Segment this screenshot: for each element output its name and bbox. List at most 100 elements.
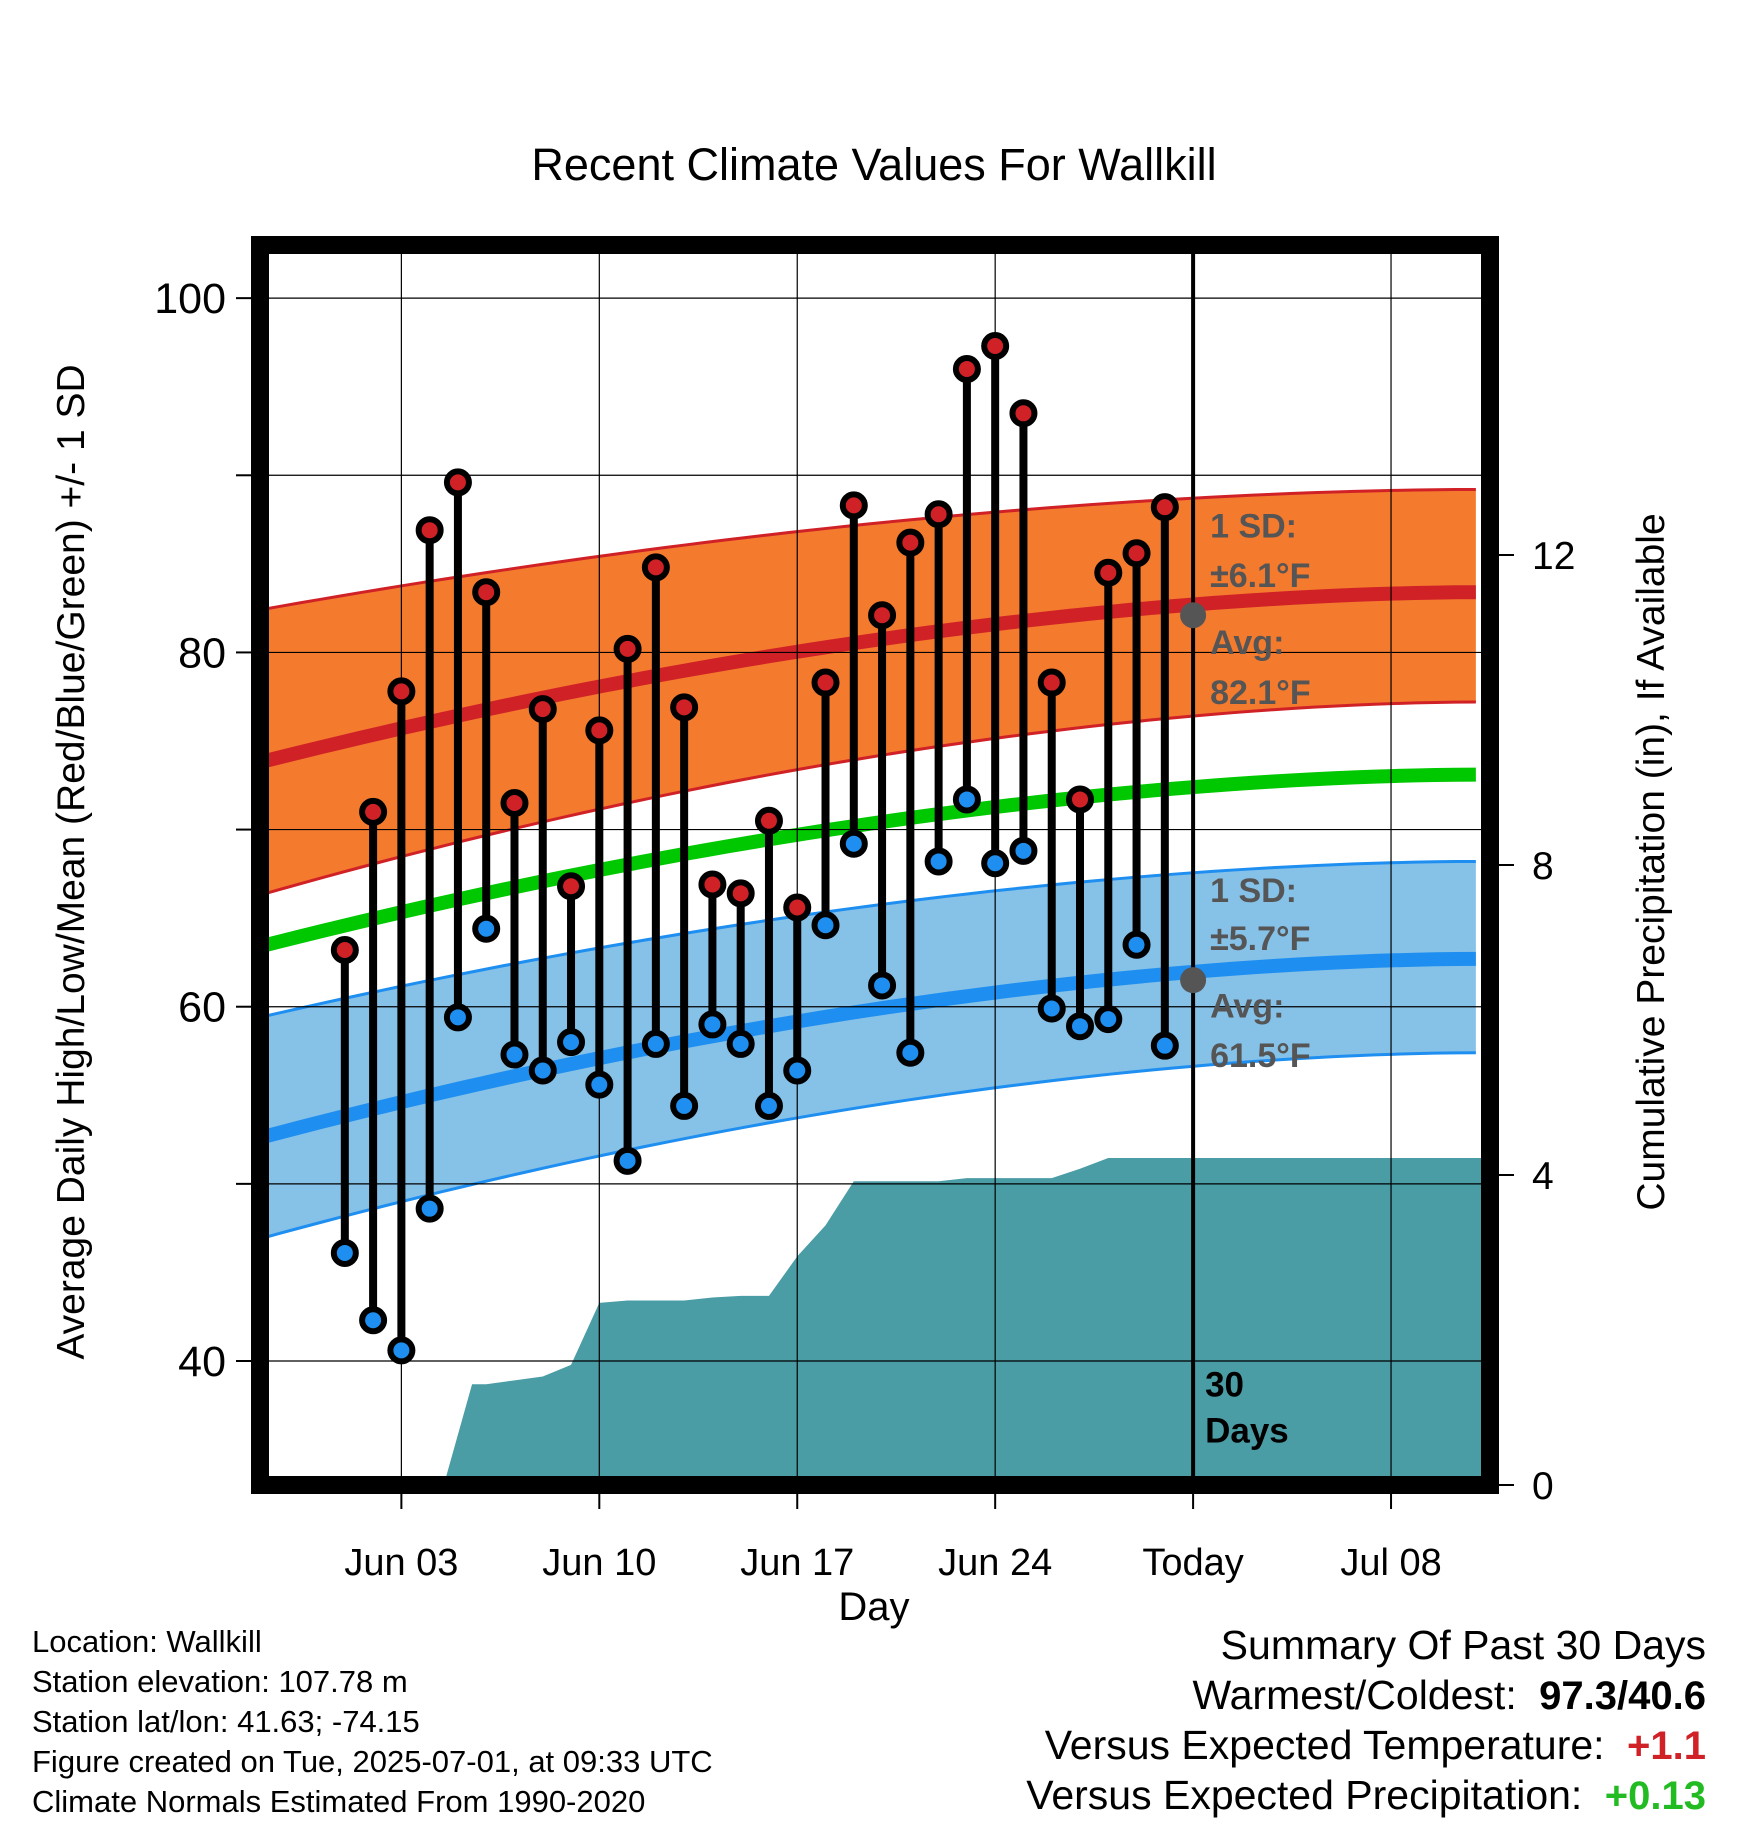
daily-low-point: [1122, 930, 1151, 959]
high-avg-label: Avg:: [1210, 624, 1284, 662]
plot-inner: [260, 245, 1490, 1485]
plot-frame: [251, 236, 1499, 1494]
daily-low-point: [811, 911, 840, 940]
daily-high-point: [641, 553, 670, 582]
normal-low-line: [260, 951, 1476, 1145]
daily-high-point: [783, 893, 812, 922]
daily-low-point: [1150, 1031, 1179, 1060]
daily-low-point: [585, 1070, 614, 1099]
normal-mean-line: [260, 767, 1476, 954]
daily-low-point: [500, 1040, 529, 1069]
y2-tick-label: 12: [1532, 535, 1575, 578]
latlon-text: Station lat/lon: 41.63; -74.15: [32, 1704, 420, 1739]
x-tick-label: Jun 24: [938, 1542, 1052, 1584]
daily-low-point: [1037, 994, 1066, 1023]
daily-high-point: [613, 634, 642, 663]
daily-high-point: [896, 528, 925, 557]
high-avg-marker: [1180, 602, 1207, 629]
daily-high-point: [754, 806, 783, 835]
temp-anomaly-label: Versus Expected Temperature:: [1044, 1722, 1605, 1768]
precip-anomaly-label: Versus Expected Precipitation:: [1026, 1772, 1583, 1818]
daily-low-point: [839, 829, 868, 858]
x-tick-label: Jul 08: [1340, 1542, 1441, 1584]
daily-low-point: [330, 1238, 359, 1267]
plot-area: 1 SD: ±6.1°F Avg: 82.1°F 1 SD: ±5.7°F Avg: 61.5…: [154, 236, 1575, 1584]
daily-high-point: [500, 789, 529, 817]
daily-high-point: [415, 516, 444, 545]
days-window-label: Days: [1205, 1411, 1289, 1450]
daily-high-point: [443, 468, 472, 497]
daily-low-point: [472, 914, 501, 943]
warm-cold-label: Warmest/Coldest:: [1192, 1672, 1517, 1718]
daily-high-point: [585, 716, 614, 745]
daily-high-point: [839, 491, 868, 520]
daily-high-point: [924, 500, 953, 529]
normals-text: Climate Normals Estimated From 1990-2020: [32, 1784, 646, 1819]
daily-low-point: [443, 1003, 472, 1032]
high-sd-label: 1 SD:: [1210, 507, 1297, 545]
summary-panel: Summary Of Past 30 Days Warmest/Coldest:…: [1026, 1620, 1706, 1820]
y-tick-label: 40: [178, 1338, 226, 1386]
precip-anomaly-value: +0.13: [1604, 1774, 1706, 1818]
daily-high-point: [981, 331, 1010, 360]
x-tick-label: Today: [1142, 1542, 1243, 1584]
daily-high-point: [952, 355, 981, 383]
high-sd-lower-edge: [260, 700, 1476, 897]
daily-high-point: [528, 695, 557, 724]
daily-low-point: [754, 1091, 783, 1120]
high-sd-value: ±6.1°F: [1210, 557, 1310, 595]
y2-axis-label: Cumulative Precipitation (in), If Availa…: [1630, 513, 1673, 1210]
daily-high-point: [670, 693, 699, 722]
daily-high-point: [387, 677, 416, 706]
daily-low-point: [896, 1038, 925, 1067]
daily-low-point: [359, 1306, 388, 1335]
y2-tick-label: 8: [1532, 845, 1554, 888]
days-window-label: 30: [1205, 1365, 1244, 1404]
y2-tick-label: 0: [1532, 1465, 1554, 1508]
low-sd-upper-edge: [260, 859, 1476, 1019]
y-axis-label: Average Daily High/Low/Mean (Red/Blue/Gr…: [50, 364, 93, 1359]
high-avg-value: 82.1°F: [1210, 674, 1311, 712]
daily-low-point: [952, 785, 981, 814]
daily-low-point: [557, 1028, 586, 1057]
created-text: Figure created on Tue, 2025-07-01, at 09…: [32, 1744, 713, 1779]
daily-high-point: [1122, 539, 1151, 568]
low-avg-label: Avg:: [1210, 987, 1284, 1025]
low-sd-value: ±5.7°F: [1210, 920, 1310, 958]
low-avg-value: 61.5°F: [1210, 1037, 1311, 1075]
low-sd-label: 1 SD:: [1210, 872, 1297, 910]
x-tick-label: Jun 17: [740, 1542, 854, 1584]
daily-low-point: [528, 1056, 557, 1085]
daily-high-point: [1037, 668, 1066, 697]
daily-high-point: [1009, 399, 1038, 428]
y-tick-label: 80: [178, 629, 226, 677]
daily-low-point: [726, 1029, 755, 1058]
daily-low-point: [415, 1194, 444, 1223]
station-info: Location: Wallkill Station elevation: 10…: [32, 1622, 713, 1822]
low-sd-lower-edge: [260, 1051, 1476, 1241]
daily-high-point: [1150, 493, 1179, 522]
daily-low-point: [1066, 1012, 1094, 1041]
y2-tick-label: 4: [1532, 1155, 1554, 1198]
daily-low-point: [1009, 836, 1038, 865]
y-tick-label: 100: [154, 275, 226, 323]
daily-high-point: [330, 936, 359, 965]
daily-low-point: [641, 1029, 670, 1058]
daily-high-point: [698, 870, 727, 899]
daily-high-point: [1066, 785, 1094, 814]
chart-title: Recent Climate Values For Wallkill: [531, 139, 1216, 190]
daily-low-point: [981, 849, 1010, 878]
x-tick-label: Jun 03: [344, 1542, 458, 1584]
location-text: Location: Wallkill: [32, 1624, 262, 1659]
daily-low-point: [1094, 1005, 1123, 1034]
daily-high-point: [868, 601, 897, 630]
x-axis-label: Day: [838, 1585, 909, 1629]
daily-high-point: [557, 872, 586, 901]
normal-high-line: [260, 585, 1476, 770]
warm-cold-value: 97.3/40.6: [1539, 1674, 1706, 1718]
daily-high-point: [726, 879, 755, 908]
daily-low-point: [387, 1336, 416, 1365]
high-sd-band: [260, 489, 1476, 896]
daily-high-point: [1094, 558, 1123, 587]
